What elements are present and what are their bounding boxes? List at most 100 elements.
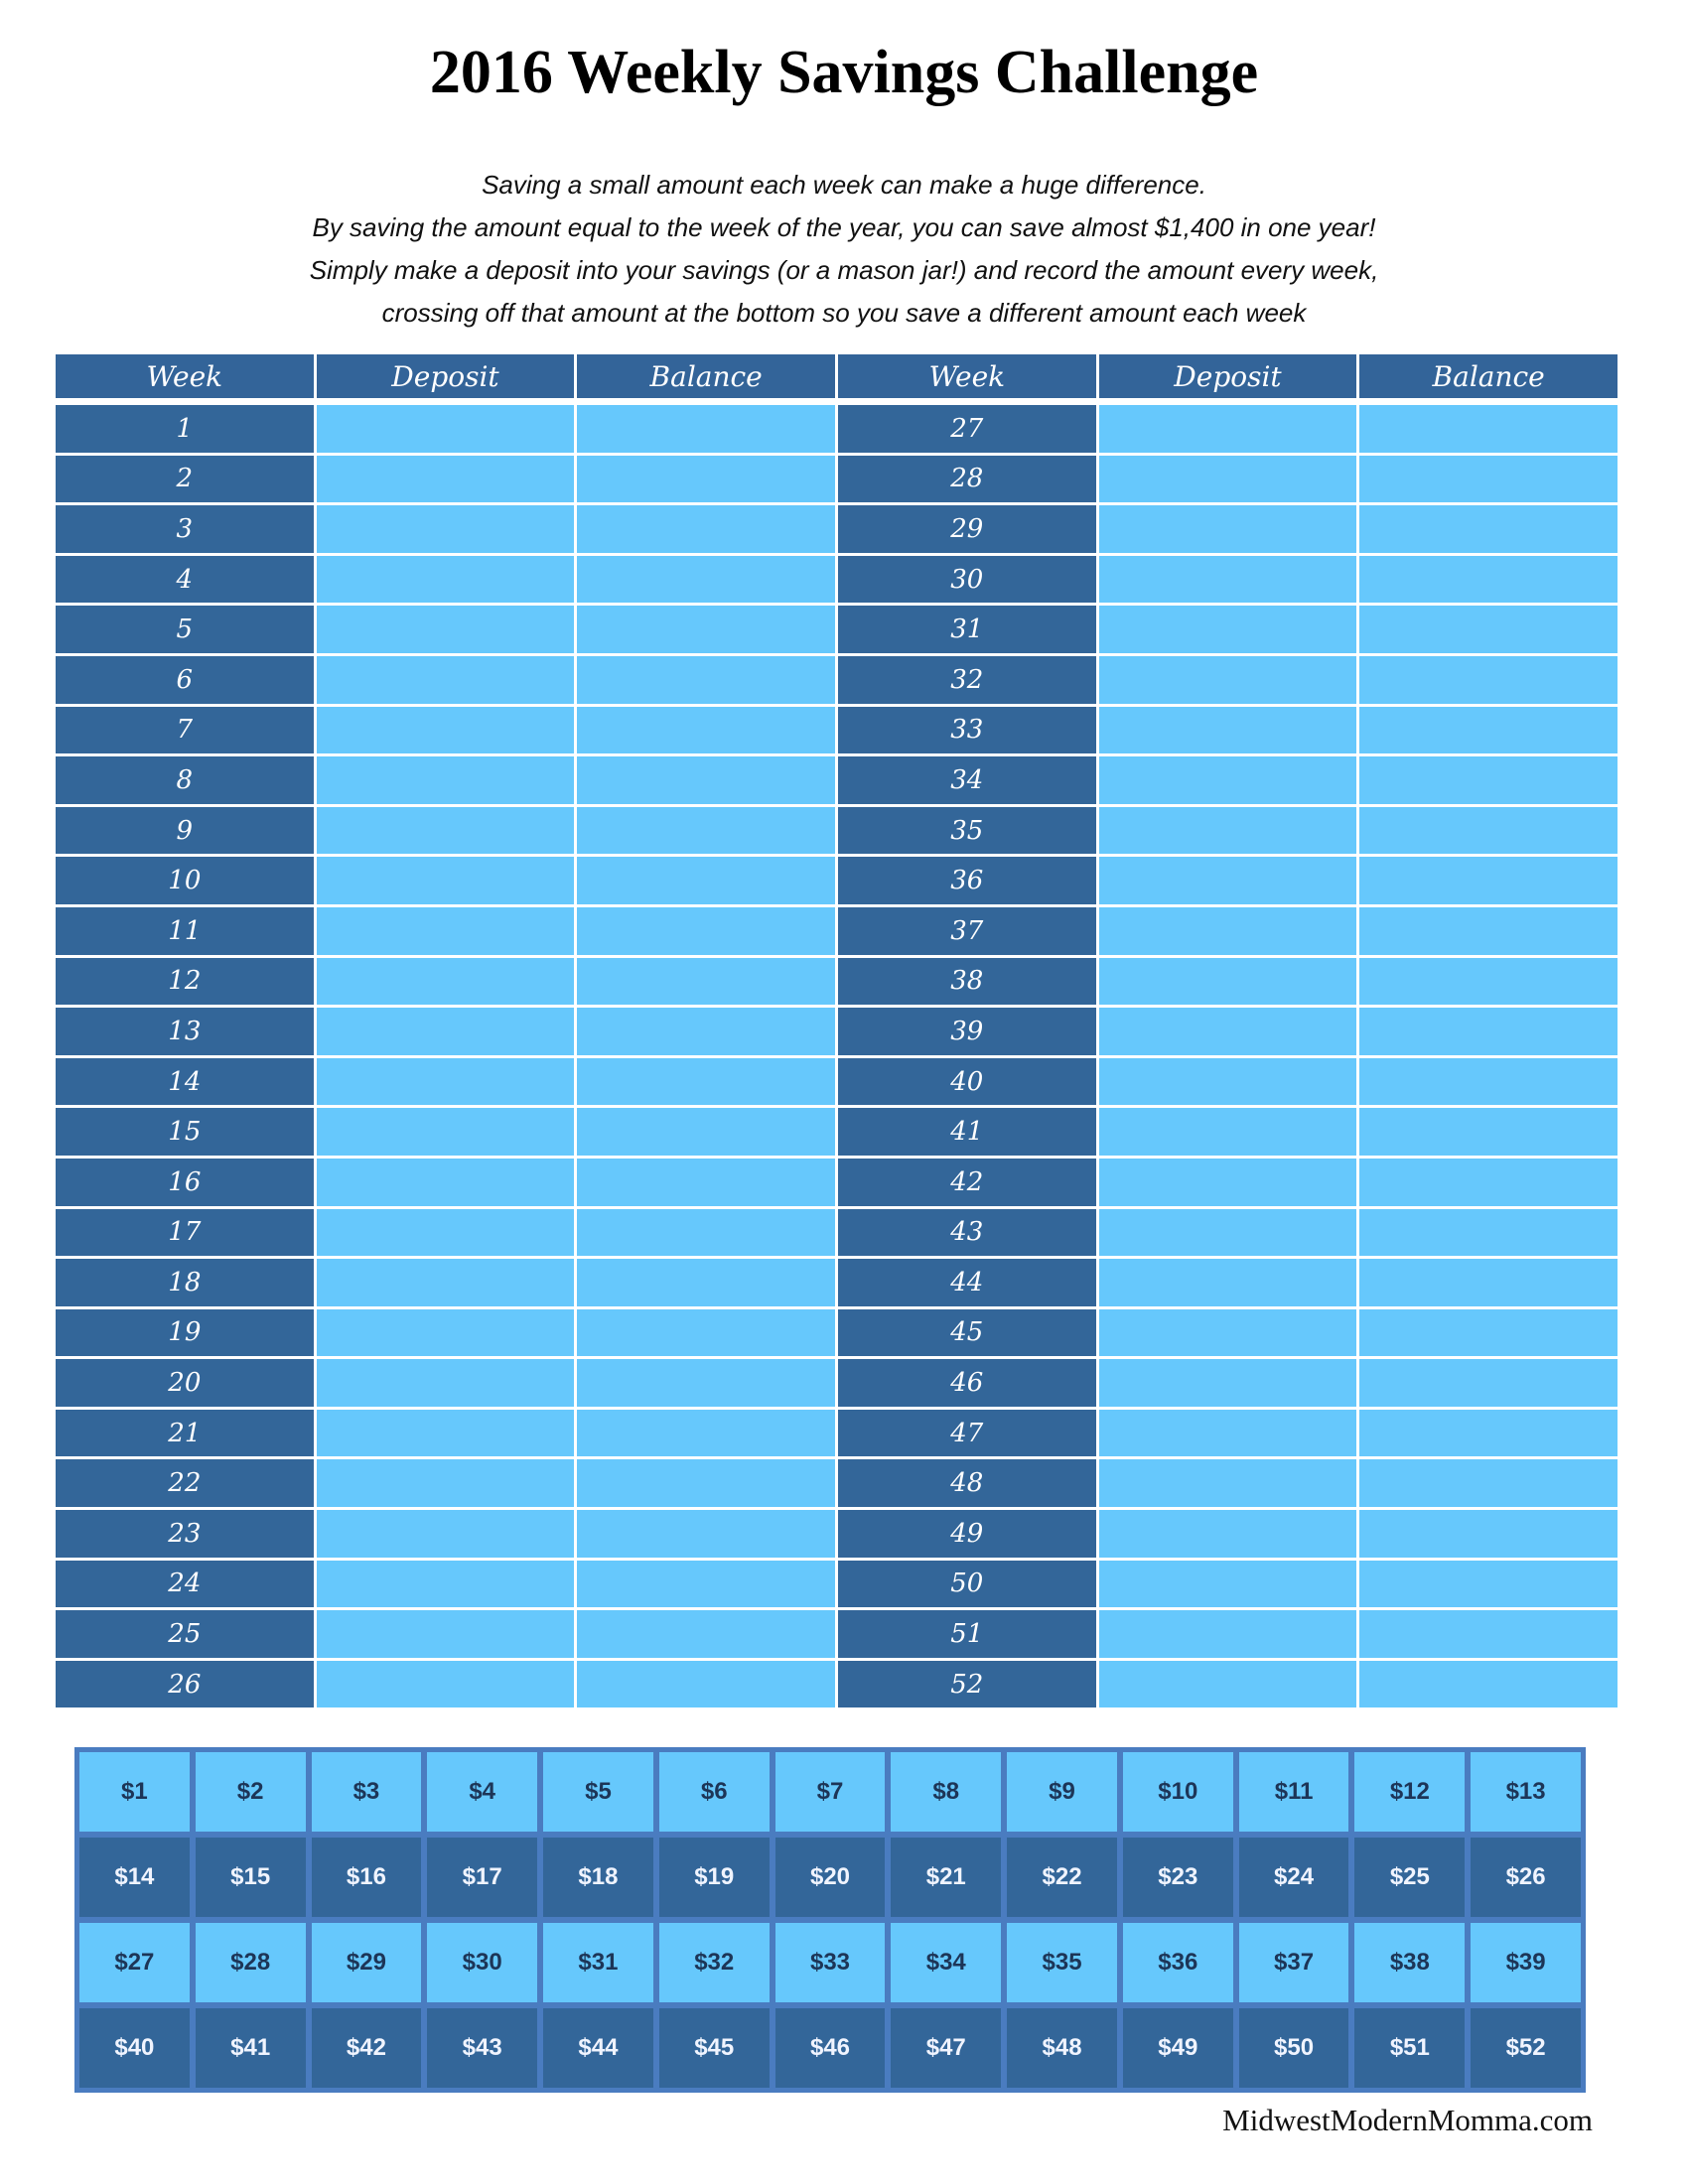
- balance-cell: [577, 1359, 835, 1407]
- deposit-cell: [316, 756, 575, 804]
- amount-cell: $48: [1007, 2008, 1117, 2088]
- deposit-cell: [1098, 756, 1357, 804]
- amount-cell: $39: [1471, 1923, 1581, 2002]
- balance-cell: [1359, 606, 1618, 653]
- week-cell: 7: [56, 706, 314, 754]
- week-cell: 44: [837, 1259, 1096, 1306]
- deposit-cell: [1098, 1108, 1357, 1156]
- week-cell: 22: [56, 1459, 314, 1508]
- amount-cell: $45: [658, 2008, 770, 2088]
- deposit-cell: [316, 1359, 575, 1407]
- deposit-cell: [316, 1057, 575, 1106]
- deposit-cell: [316, 1158, 575, 1206]
- deposit-cell: [316, 1510, 575, 1558]
- amount-cell: $23: [1122, 1838, 1233, 1917]
- amount-cell: $16: [311, 1838, 422, 1917]
- balance-cell: [577, 1008, 835, 1055]
- balance-cell: [1359, 756, 1618, 804]
- week-cell: 31: [837, 606, 1096, 653]
- amount-cell: $17: [427, 1838, 538, 1917]
- amount-cell: $24: [1238, 1838, 1349, 1917]
- week-cell: 30: [837, 555, 1096, 604]
- balance-cell: [577, 706, 835, 754]
- week-cell: 47: [837, 1409, 1096, 1457]
- balance-cell: [577, 655, 835, 704]
- balance-cell: [577, 806, 835, 855]
- savings-table: Week Deposit Balance Week Deposit Balance 1 27 2…: [56, 354, 1618, 1708]
- deposit-cell: [316, 706, 575, 754]
- balance-cell: [1359, 1108, 1618, 1156]
- week-cell: 4: [56, 555, 314, 604]
- week-cell: 2: [56, 455, 314, 503]
- deposit-cell: [316, 1459, 575, 1508]
- deposit-cell: [1098, 1510, 1357, 1558]
- deposit-cell: [316, 857, 575, 904]
- balance-cell: [577, 505, 835, 553]
- deposit-cell: [316, 455, 575, 503]
- amount-cell: $46: [774, 2008, 886, 2088]
- amount-cell: $40: [79, 2008, 190, 2088]
- intro-line: crossing off that amount at the bottom s…: [381, 298, 1307, 328]
- balance-cell: [1359, 806, 1618, 855]
- week-cell: 15: [56, 1108, 314, 1156]
- week-cell: 49: [837, 1510, 1096, 1558]
- intro-line: Saving a small amount each week can make…: [482, 170, 1206, 200]
- amount-grid: $1 $2 $3 $4 $5 $6 $7 $8 $9 $10 $11 $12 $13 $14 $15 $16 $…: [74, 1747, 1586, 2093]
- amount-cell: $12: [1354, 1752, 1466, 1832]
- amount-cell: $49: [1122, 2008, 1233, 2088]
- balance-cell: [577, 1660, 835, 1708]
- deposit-cell: [316, 806, 575, 855]
- week-cell: 23: [56, 1510, 314, 1558]
- week-cell: 20: [56, 1359, 314, 1407]
- week-cell: 34: [837, 756, 1096, 804]
- balance-cell: [577, 606, 835, 653]
- balance-cell: [1359, 655, 1618, 704]
- deposit-cell: [316, 606, 575, 653]
- week-cell: 10: [56, 857, 314, 904]
- deposit-cell: [1098, 1660, 1357, 1708]
- balance-cell: [1359, 1560, 1618, 1608]
- intro: Saving a small amount each week can make…: [0, 164, 1688, 335]
- deposit-cell: [1098, 706, 1357, 754]
- deposit-cell: [1098, 1459, 1357, 1508]
- balance-cell: [577, 857, 835, 904]
- balance-cell: [577, 405, 835, 453]
- amount-cell: $28: [195, 1923, 306, 2002]
- week-cell: 16: [56, 1158, 314, 1206]
- week-cell: 17: [56, 1208, 314, 1257]
- week-cell: 27: [837, 405, 1096, 453]
- week-cell: 35: [837, 806, 1096, 855]
- amount-cell: $5: [543, 1752, 653, 1832]
- deposit-cell: [316, 505, 575, 553]
- week-cell: 39: [837, 1008, 1096, 1055]
- amount-cell: $22: [1007, 1838, 1117, 1917]
- amount-cell: $11: [1238, 1752, 1349, 1832]
- deposit-cell: [316, 1409, 575, 1457]
- amount-cell: $35: [1007, 1923, 1117, 2002]
- balance-cell: [577, 1108, 835, 1156]
- amount-cell: $42: [311, 2008, 422, 2088]
- deposit-cell: [1098, 505, 1357, 553]
- deposit-cell: [1098, 1259, 1357, 1306]
- balance-cell: [1359, 1610, 1618, 1658]
- deposit-cell: [1098, 555, 1357, 604]
- amount-cell: $52: [1471, 2008, 1581, 2088]
- balance-cell: [577, 455, 835, 503]
- deposit-cell: [316, 555, 575, 604]
- deposit-cell: [1098, 957, 1357, 1006]
- amount-cell: $13: [1471, 1752, 1581, 1832]
- deposit-cell: [1098, 857, 1357, 904]
- amount-cell: $14: [79, 1838, 190, 1917]
- amount-cell: $4: [427, 1752, 538, 1832]
- week-cell: 12: [56, 957, 314, 1006]
- balance-cell: [577, 1409, 835, 1457]
- week-cell: 52: [837, 1660, 1096, 1708]
- title: 2016 Weekly Savings Challenge: [429, 39, 1259, 106]
- amount-cell: $27: [79, 1923, 190, 2002]
- deposit-cell: [316, 1259, 575, 1306]
- balance-cell: [1359, 1510, 1618, 1558]
- week-cell: 33: [837, 706, 1096, 754]
- column-header: Deposit: [316, 354, 575, 398]
- amount-cell: $18: [543, 1838, 653, 1917]
- amount-cell: $10: [1122, 1752, 1233, 1832]
